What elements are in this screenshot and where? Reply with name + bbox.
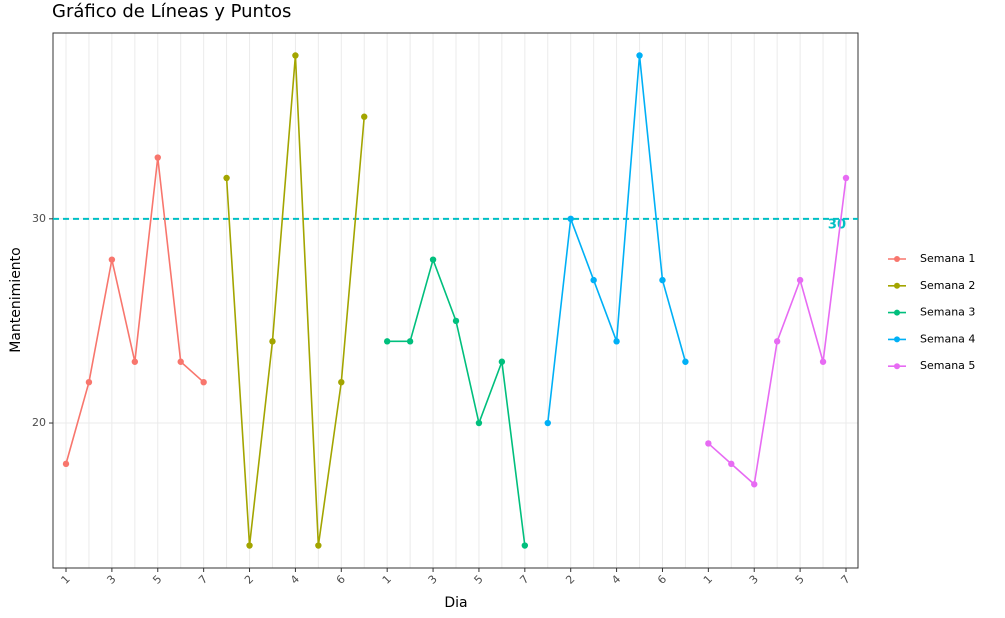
x-tick-label: 7	[839, 573, 853, 587]
data-point	[177, 358, 184, 365]
data-point	[613, 338, 620, 345]
x-tick-label: 3	[747, 573, 761, 587]
x-tick-label: 4	[609, 573, 623, 587]
data-point	[131, 358, 139, 365]
x-tick-label: 5	[472, 573, 486, 587]
x-tick-label: 6	[655, 573, 669, 587]
legend-label: Semana 3	[920, 306, 975, 319]
data-point	[705, 440, 712, 447]
data-point	[819, 358, 827, 365]
x-tick-label: 7	[517, 573, 531, 587]
data-point	[154, 154, 161, 161]
data-point	[682, 358, 689, 365]
data-point	[383, 338, 391, 345]
x-tick-label: 2	[242, 573, 256, 587]
y-tick-label: 20	[32, 416, 46, 429]
legend-label: Semana 5	[920, 359, 975, 372]
legend-key-point	[894, 336, 900, 343]
reference-label: 30	[828, 217, 846, 232]
data-point	[751, 481, 758, 488]
data-point	[62, 460, 70, 468]
data-point	[475, 419, 483, 427]
data-point	[567, 215, 574, 223]
y-tick-label: 30	[32, 212, 46, 225]
data-point	[452, 317, 460, 325]
data-point	[429, 256, 437, 263]
x-tick-label: 5	[793, 573, 807, 587]
data-point	[292, 52, 299, 59]
x-axis-label: Dia	[444, 595, 467, 611]
x-tick-label: 1	[59, 573, 73, 587]
legend-key-point	[894, 363, 900, 370]
data-point	[498, 358, 506, 365]
data-point	[728, 460, 735, 468]
data-point	[361, 113, 368, 120]
data-point	[659, 276, 666, 284]
legend-key-point	[894, 282, 900, 289]
chart-title: Gráfico de Líneas y Puntos	[52, 1, 291, 22]
data-point	[108, 256, 116, 263]
data-point	[246, 542, 253, 549]
data-point	[636, 52, 643, 59]
data-point	[338, 378, 345, 386]
data-point	[796, 276, 804, 284]
data-point	[315, 542, 322, 549]
data-point	[521, 542, 529, 549]
data-point	[223, 174, 230, 182]
data-point	[590, 276, 597, 284]
legend-label: Semana 2	[920, 279, 975, 292]
legend-label: Semana 4	[920, 332, 975, 345]
panel-border	[52, 32, 859, 569]
data-point	[773, 338, 781, 345]
x-tick-label: 3	[104, 573, 118, 587]
data-point	[544, 419, 551, 427]
x-tick-label: 4	[288, 573, 302, 587]
x-tick-label: 5	[150, 573, 164, 587]
x-tick-label: 7	[196, 573, 210, 587]
data-point	[406, 338, 414, 345]
x-tick-label: 3	[426, 573, 440, 587]
x-tick-label: 1	[380, 573, 394, 587]
data-point	[85, 378, 93, 386]
legend-key-point	[894, 256, 900, 262]
legend-key-point	[894, 309, 900, 316]
x-tick-label: 1	[701, 573, 715, 587]
x-tick-label: 2	[563, 573, 577, 587]
x-tick-label: 6	[334, 573, 348, 587]
y-axis-label: Mantenimiento	[8, 247, 24, 352]
data-point	[269, 338, 276, 345]
data-point	[200, 378, 207, 386]
data-point	[842, 174, 850, 182]
legend-label: Semana 1	[920, 252, 975, 265]
